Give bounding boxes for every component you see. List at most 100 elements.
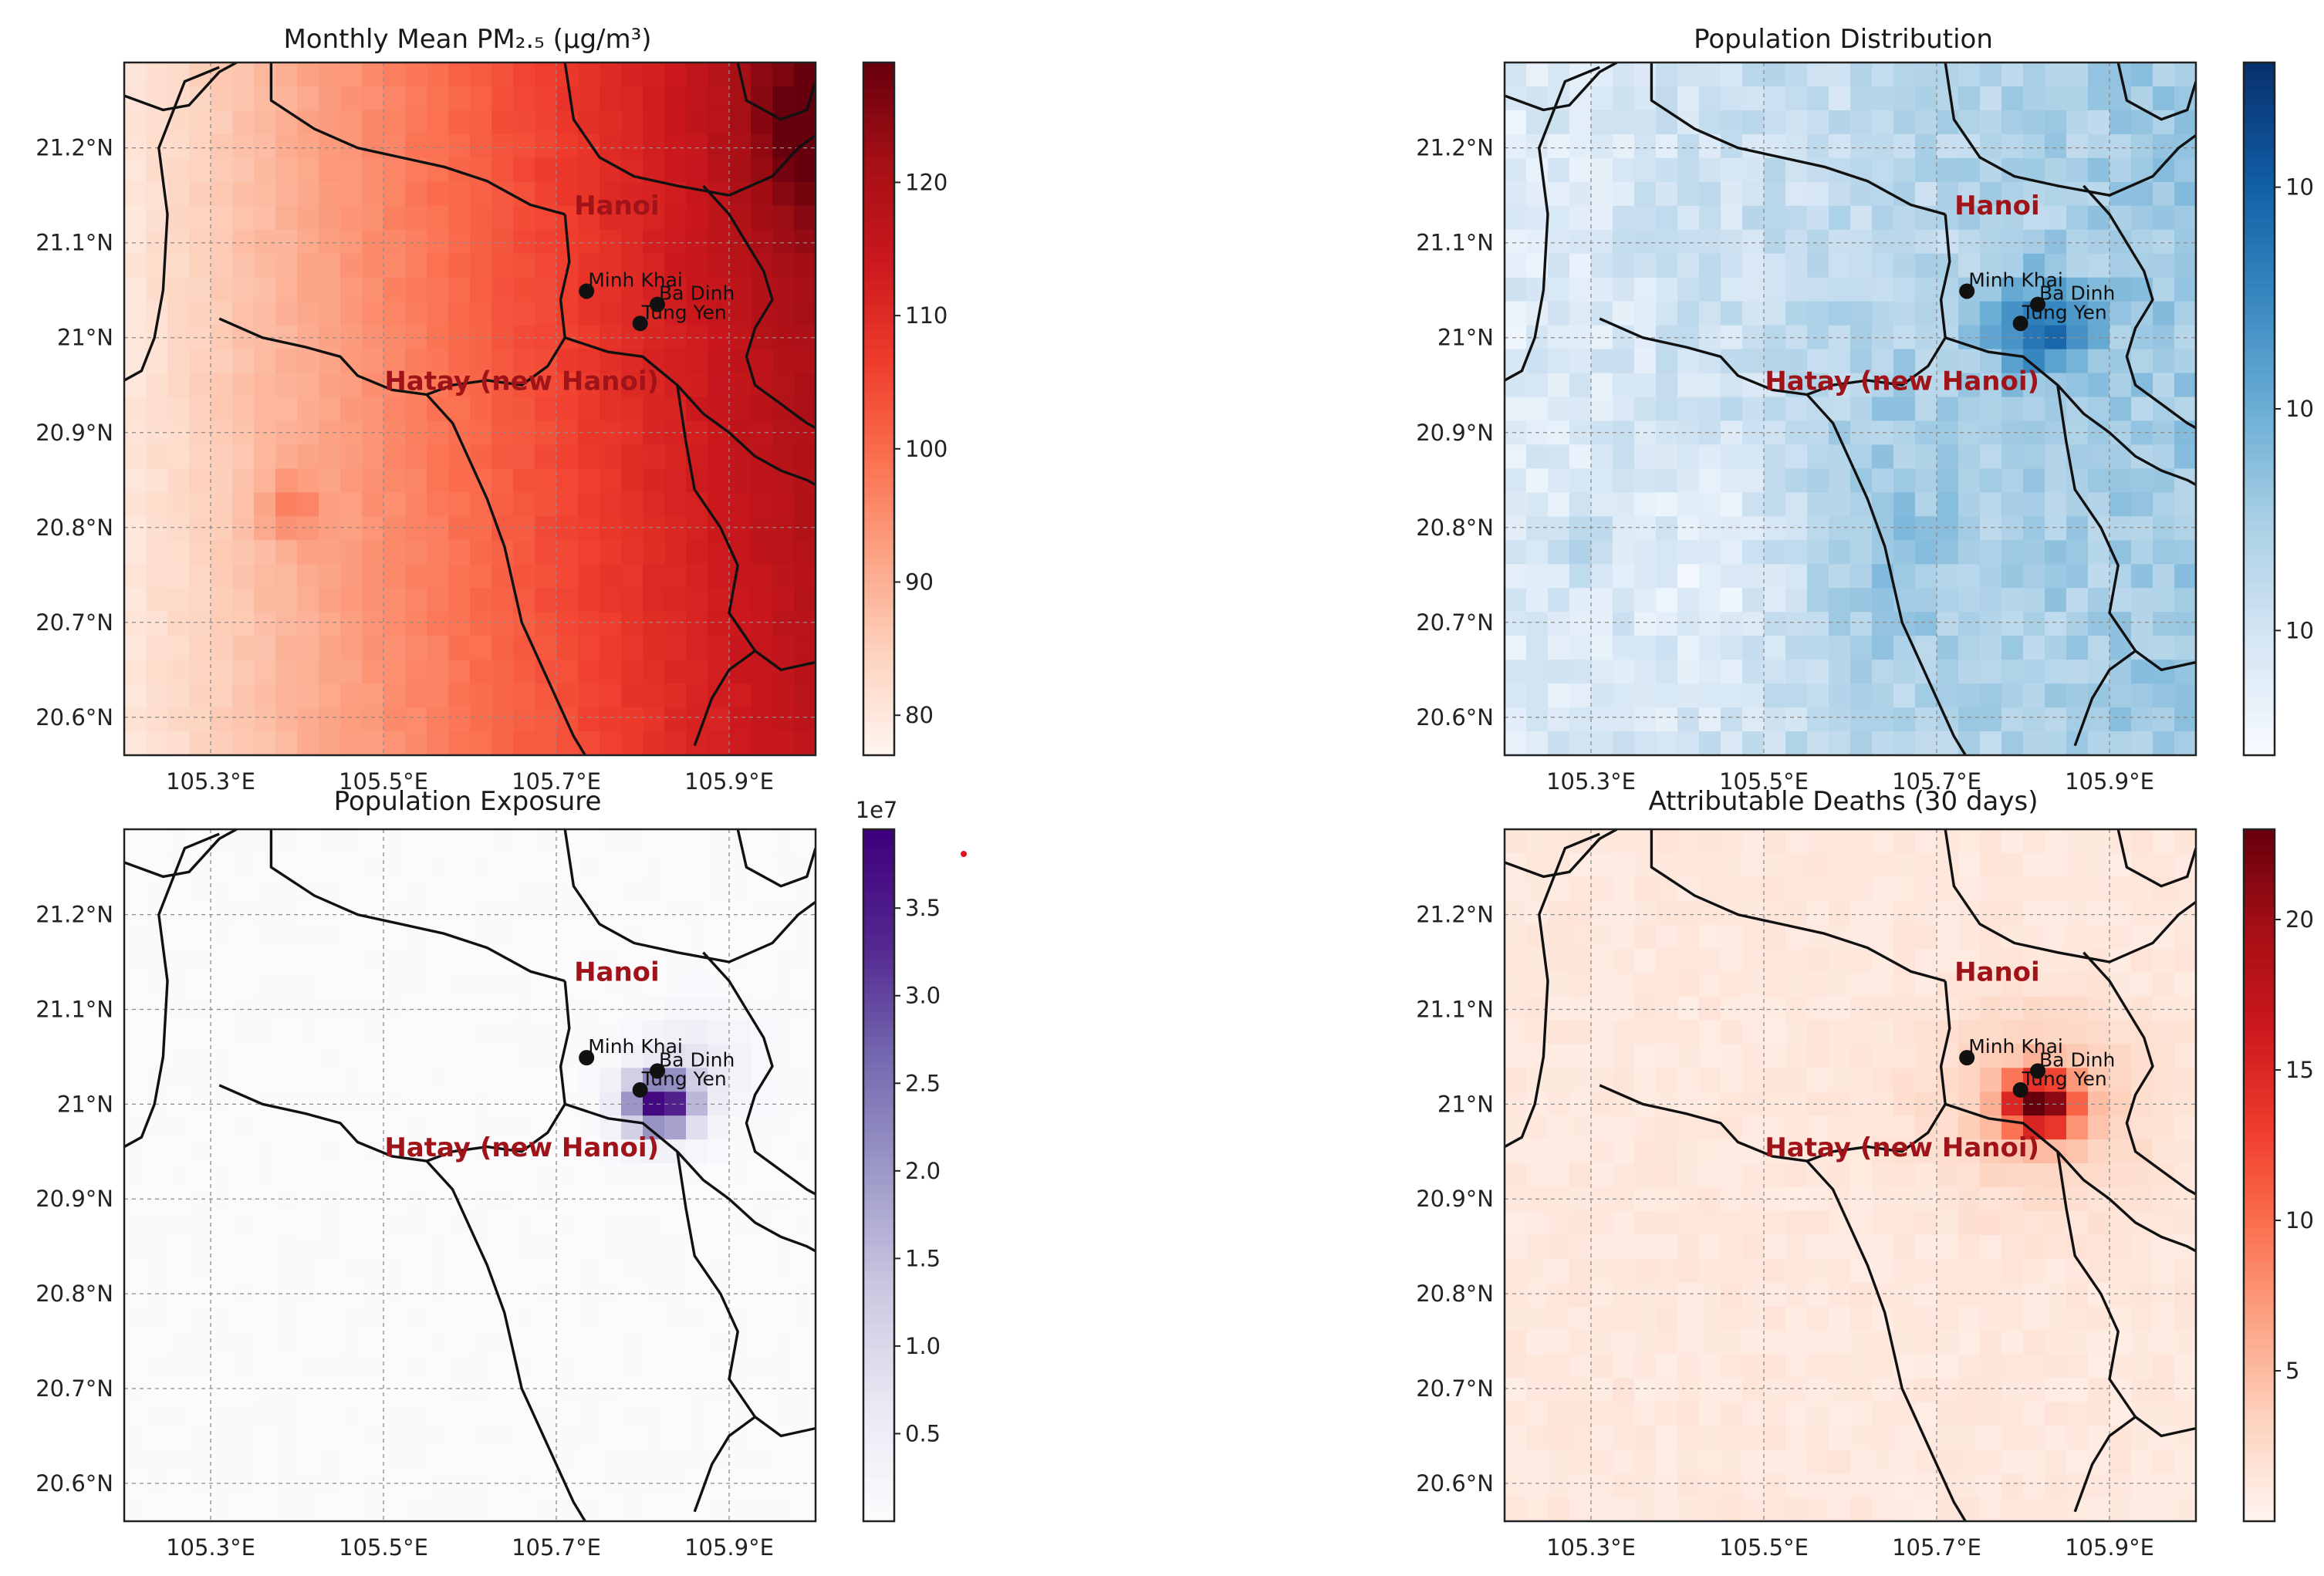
admin-boundary xyxy=(124,62,238,112)
heatmap-cell xyxy=(146,492,168,518)
heatmap-cell xyxy=(1634,683,1657,708)
heatmap-cell xyxy=(340,1258,363,1284)
heatmap-cell xyxy=(211,86,233,111)
heatmap-cell xyxy=(470,900,492,926)
heatmap-cell xyxy=(167,373,190,398)
heatmap-cell xyxy=(1721,516,1743,542)
heatmap-cell xyxy=(2045,564,2067,589)
heatmap-cell xyxy=(2001,229,2024,255)
region-label: Hanoi xyxy=(1954,191,2040,221)
plot-frame xyxy=(123,61,817,757)
heatmap-cell xyxy=(513,349,535,374)
heatmap-cell xyxy=(254,948,276,974)
heatmap-cell xyxy=(1785,1210,1808,1236)
heatmap-cell xyxy=(772,1210,795,1236)
heatmap-cell xyxy=(513,1330,535,1355)
heatmap-cell xyxy=(383,205,406,231)
heatmap-cell xyxy=(2110,683,2132,708)
heatmap-cell xyxy=(1569,660,1592,684)
heatmap-cell xyxy=(383,1258,406,1284)
heatmap-cell xyxy=(2131,1426,2153,1450)
colorbar-tick-label: 2.5 xyxy=(905,1070,941,1096)
heatmap-cell xyxy=(2066,612,2089,636)
colorbar-band xyxy=(2244,1296,2275,1306)
heatmap-cell xyxy=(1829,181,1851,207)
heatmap-cell xyxy=(2066,349,2089,374)
heatmap-cell xyxy=(1850,876,1873,902)
heatmap-cell xyxy=(427,1068,449,1092)
colorbar-band xyxy=(2244,924,2275,934)
heatmap-cell xyxy=(1613,636,1635,660)
heatmap-cell xyxy=(1893,636,1916,660)
heatmap-cell xyxy=(1807,1234,1829,1260)
heatmap-cell xyxy=(1613,731,1635,755)
heatmap-cell xyxy=(2001,1282,2024,1308)
heatmap-cell xyxy=(1677,540,1700,565)
heatmap-cell xyxy=(297,564,319,589)
colorbar-band xyxy=(2244,174,2275,184)
heatmap-cell xyxy=(491,660,514,684)
heatmap-cell xyxy=(1980,683,2002,708)
heatmap-cell xyxy=(124,253,147,278)
heatmap-cell xyxy=(1699,181,1721,207)
colorbar-band xyxy=(2244,651,2275,661)
heatmap-cell xyxy=(708,1020,730,1045)
heatmap-cell xyxy=(686,683,708,708)
heatmap-cell xyxy=(556,86,579,111)
heatmap-cell xyxy=(146,1234,168,1260)
heatmap-cell xyxy=(1807,996,1829,1021)
heatmap-cell xyxy=(1829,540,1851,565)
heatmap-cell xyxy=(1656,900,1678,926)
heatmap-cell xyxy=(1677,1497,1700,1521)
heatmap-cell xyxy=(751,397,773,422)
heatmap-cell xyxy=(470,1115,492,1140)
heatmap-cell xyxy=(664,564,687,589)
heatmap-cell xyxy=(751,540,773,565)
colorbar-band xyxy=(2244,573,2275,583)
heatmap-cell xyxy=(254,1020,276,1045)
heatmap-cell xyxy=(470,996,492,1021)
heatmap-cell xyxy=(319,1473,341,1498)
heatmap-cell xyxy=(643,1163,665,1188)
colorbar-band xyxy=(2244,287,2275,297)
colorbar-band xyxy=(863,487,894,497)
heatmap-cell xyxy=(275,468,298,494)
heatmap-cell xyxy=(297,1186,319,1212)
heatmap-cell xyxy=(1634,564,1657,589)
heatmap-cell xyxy=(556,924,579,950)
heatmap-cell xyxy=(1613,1426,1635,1450)
admin-boundary xyxy=(693,650,756,747)
heatmap-cell xyxy=(1807,588,1829,613)
heatmap-cell xyxy=(535,157,557,183)
colorbar-band xyxy=(2244,711,2275,721)
heatmap-cell xyxy=(794,373,816,398)
heatmap-cell xyxy=(1505,900,1527,926)
heatmap-cell xyxy=(1526,731,1549,755)
heatmap-cell xyxy=(146,1449,168,1474)
heatmap-cell xyxy=(319,444,341,470)
heatmap-cell xyxy=(1526,468,1549,494)
x-tick-label: 105.7°E xyxy=(1892,1534,1981,1561)
city-marker xyxy=(2030,296,2046,312)
heatmap-cell xyxy=(794,157,816,183)
heatmap-cell xyxy=(1785,253,1808,278)
heatmap-cell xyxy=(470,564,492,589)
heatmap-cell xyxy=(1958,707,1981,732)
heatmap-cell xyxy=(405,86,427,111)
colorbar-band xyxy=(2244,625,2275,635)
heatmap-cell xyxy=(1764,62,1786,87)
heatmap-cell xyxy=(2001,1402,2024,1426)
heatmap-cell xyxy=(1807,707,1829,732)
heatmap-cell xyxy=(1634,110,1657,135)
heatmap-cell xyxy=(211,564,233,589)
heatmap-cell xyxy=(1548,301,1570,326)
heatmap-cell xyxy=(535,1044,557,1069)
heatmap-cell xyxy=(1677,1186,1700,1212)
city-marker xyxy=(650,1063,666,1079)
heatmap-cell xyxy=(2023,444,2045,470)
colorbar-band xyxy=(2244,96,2275,106)
heatmap-cell xyxy=(383,1234,406,1260)
heatmap-cell xyxy=(1656,1449,1678,1474)
heatmap-cell xyxy=(1526,829,1549,854)
heatmap-cell xyxy=(1634,253,1657,278)
